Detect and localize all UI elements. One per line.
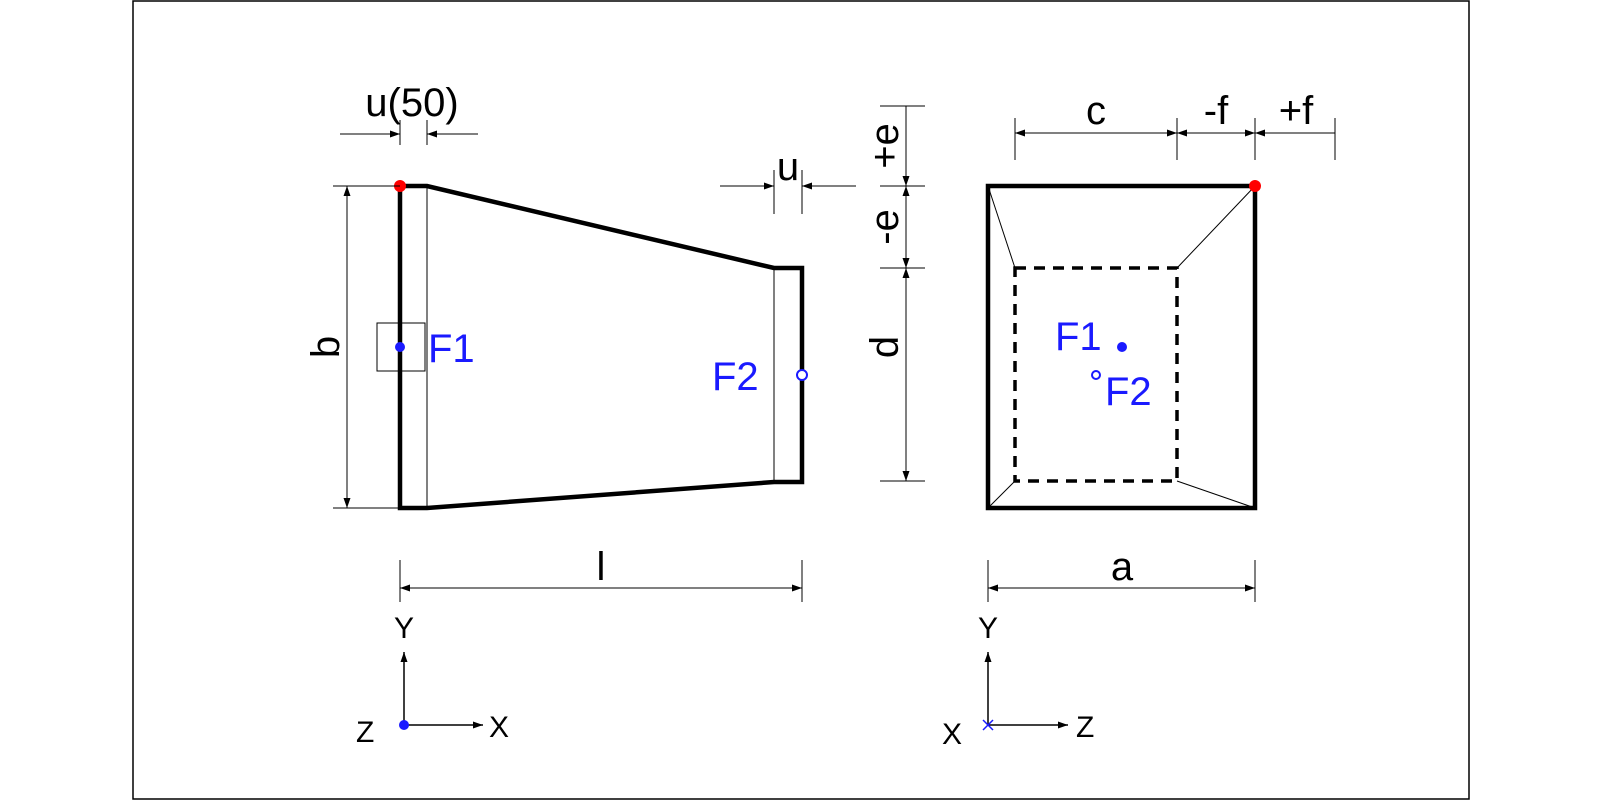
dimension-u50 — [340, 120, 478, 145]
force-f1-point — [1117, 342, 1127, 352]
dimension-plus-f-label: +f — [1279, 89, 1314, 133]
force-f2-point — [1091, 370, 1101, 380]
end-taper-lines — [987, 185, 1256, 509]
reference-point — [1249, 180, 1261, 192]
axis-triad-end — [984, 652, 1068, 729]
axis-y-label: Y — [394, 612, 414, 645]
axis-x-label: X — [942, 718, 962, 751]
dimension-a — [987, 560, 1256, 602]
end-view: c -f +f +e -e d a F1 F2 — [863, 89, 1336, 751]
end-inner-section — [1013, 266, 1179, 483]
dimension-chain-top — [1014, 118, 1336, 160]
axis-y-label: Y — [978, 612, 998, 645]
dimension-minus-f-label: -f — [1204, 89, 1229, 133]
dimension-l-label: l — [597, 545, 606, 589]
force-f1-label: F1 — [1055, 315, 1102, 359]
side-view: u(50) u b l F1 F2 — [304, 81, 856, 749]
dimension-a-label: a — [1111, 545, 1134, 589]
axis-x-cross — [982, 719, 994, 731]
force-f2-label: F2 — [712, 355, 759, 399]
axis-z-label: Z — [356, 716, 374, 749]
force-f2-label: F2 — [1105, 370, 1152, 414]
axis-triad-side — [400, 652, 483, 729]
dimension-l — [399, 560, 803, 602]
dimension-minus-e-label: -e — [863, 209, 907, 245]
axis-z-label: Z — [1076, 711, 1094, 744]
dimension-b — [333, 185, 400, 509]
force-f2-point — [796, 369, 808, 381]
dimension-plus-e-label: +e — [863, 123, 907, 169]
dimension-u50-label: u(50) — [365, 81, 458, 125]
dimension-chain-left — [880, 105, 925, 482]
beam-outline — [397, 183, 805, 511]
drawing-frame — [132, 0, 1470, 800]
force-f1-label: F1 — [428, 327, 475, 371]
axis-z-dot — [399, 720, 409, 730]
dimension-u — [720, 170, 856, 214]
dimension-u-label: u — [777, 145, 799, 189]
dimension-d-label: d — [863, 336, 907, 358]
force-f1-box — [376, 322, 426, 372]
dimension-b-label: b — [304, 336, 348, 358]
axis-x-label: X — [489, 711, 509, 744]
end-outer-section — [985, 183, 1258, 511]
dimension-c-label: c — [1086, 89, 1106, 133]
force-f1-point — [395, 342, 405, 352]
